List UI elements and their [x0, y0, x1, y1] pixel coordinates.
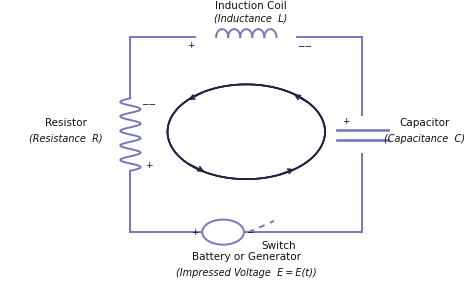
Text: (Capacitance  C): (Capacitance C): [384, 134, 465, 144]
Text: −−: −−: [141, 99, 156, 108]
Text: +: +: [191, 228, 199, 237]
Text: −−: −−: [297, 41, 312, 50]
Text: +: +: [187, 41, 194, 50]
Text: −: −: [246, 228, 253, 237]
Text: Switch: Switch: [261, 241, 296, 251]
Text: (Resistance  R): (Resistance R): [29, 134, 102, 144]
Text: Resistor: Resistor: [45, 118, 86, 128]
Text: Capacitor: Capacitor: [400, 118, 450, 128]
Text: (Inductance  L): (Inductance L): [214, 14, 288, 24]
Text: Induction Coil: Induction Coil: [215, 1, 287, 11]
Text: (Impressed Voltage  E = E(t)): (Impressed Voltage E = E(t)): [176, 267, 317, 278]
Text: +: +: [145, 161, 153, 170]
Text: Battery or Generator: Battery or Generator: [192, 252, 301, 262]
Text: +: +: [342, 117, 350, 126]
